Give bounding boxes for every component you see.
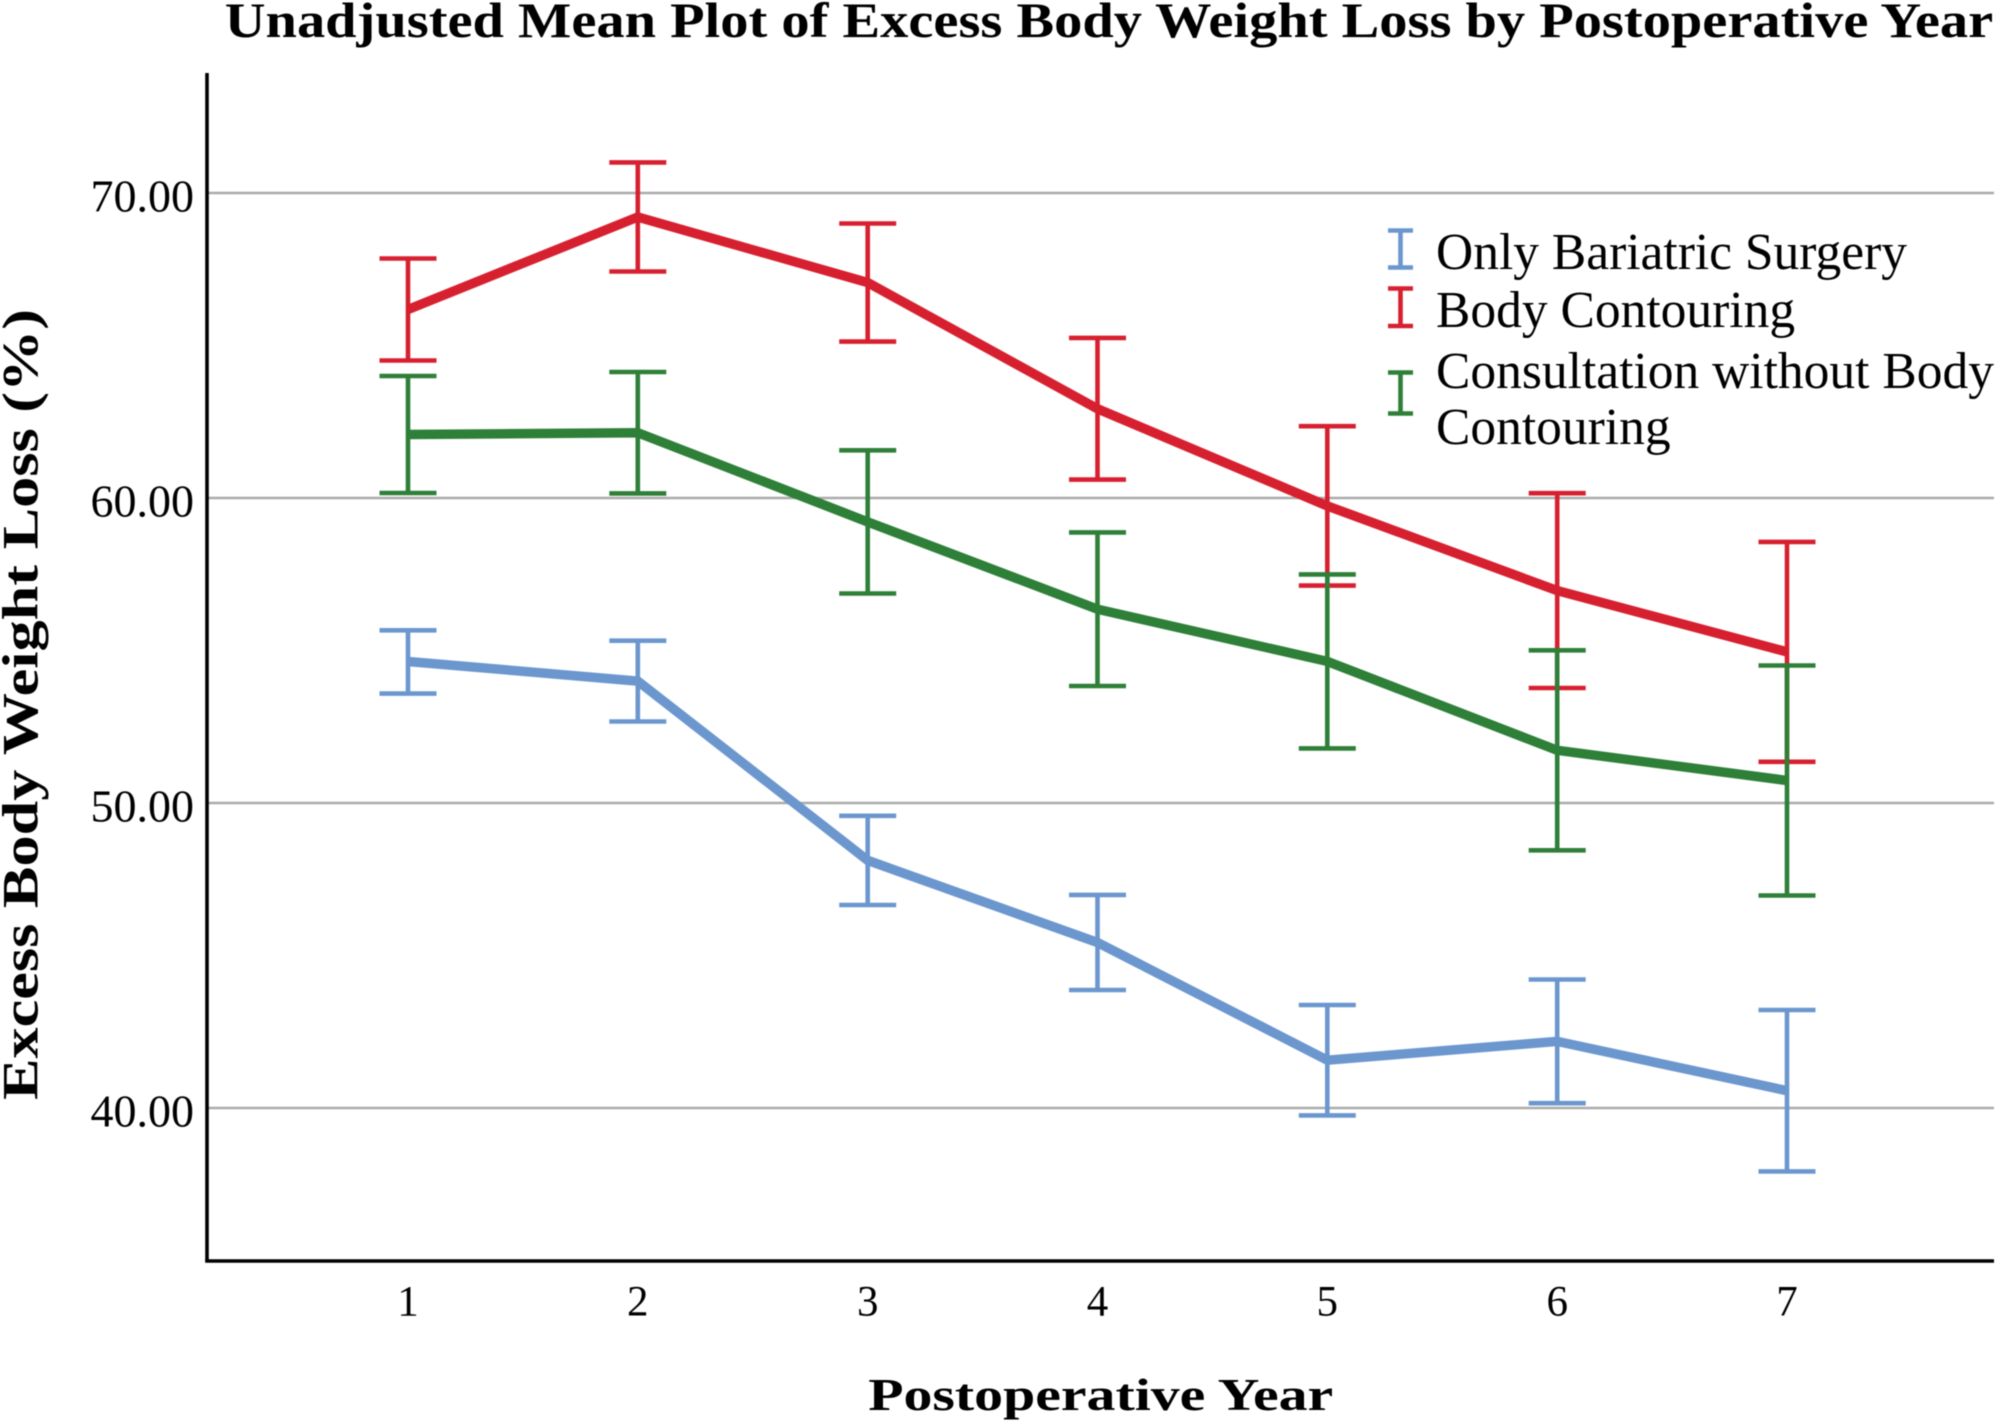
svg-text:60.00: 60.00 <box>91 476 195 527</box>
svg-text:4: 4 <box>1087 1279 1109 1326</box>
svg-text:6: 6 <box>1546 1279 1568 1326</box>
svg-text:Contouring: Contouring <box>1436 399 1671 456</box>
svg-text:Unadjusted Mean Plot of Excess: Unadjusted Mean Plot of Excess Body Weig… <box>225 0 1993 48</box>
svg-text:50.00: 50.00 <box>91 781 195 832</box>
svg-text:Body Contouring: Body Contouring <box>1436 282 1795 339</box>
svg-text:70.00: 70.00 <box>91 171 195 222</box>
svg-text:Excess Body Weight Loss (%): Excess Body Weight Loss (%) <box>0 309 49 1100</box>
svg-text:7: 7 <box>1776 1279 1798 1326</box>
svg-text:2: 2 <box>627 1279 649 1326</box>
svg-text:40.00: 40.00 <box>91 1086 195 1137</box>
svg-text:Postoperative Year: Postoperative Year <box>868 1371 1333 1421</box>
svg-text:Consultation without Body: Consultation without Body <box>1436 343 1994 400</box>
svg-text:1: 1 <box>397 1279 419 1326</box>
svg-text:Only Bariatric Surgery: Only Bariatric Surgery <box>1436 224 1907 281</box>
svg-text:5: 5 <box>1317 1279 1339 1326</box>
svg-text:3: 3 <box>857 1279 879 1326</box>
